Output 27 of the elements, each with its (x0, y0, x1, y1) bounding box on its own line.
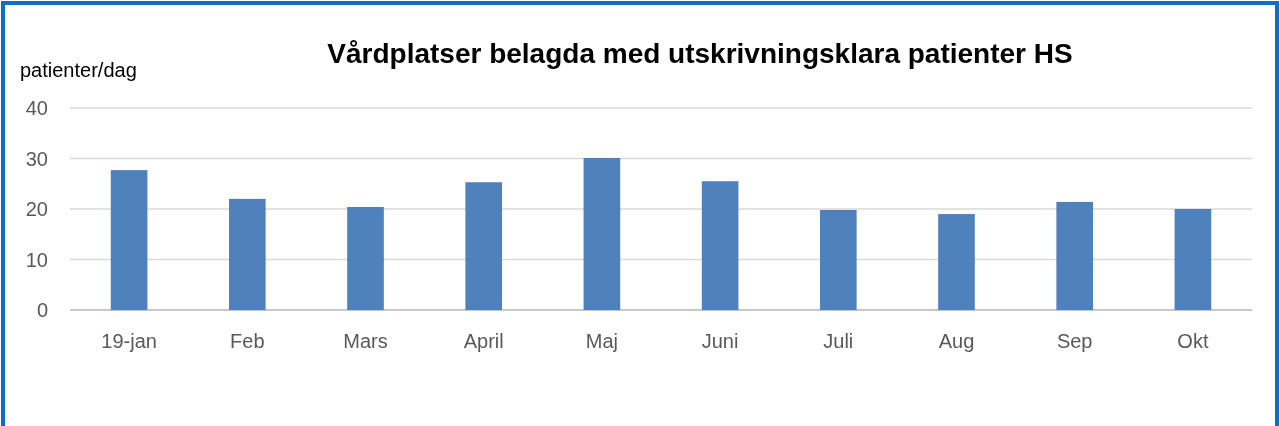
bar (819, 210, 857, 310)
bar (110, 170, 148, 310)
bar (583, 158, 621, 310)
bar (938, 214, 975, 310)
x-tick-label: April (463, 330, 504, 352)
y-axis-title: patienter/dag (20, 59, 137, 81)
y-tick-label: 30 (25, 147, 48, 170)
bar (1056, 201, 1094, 310)
y-tick-label: 10 (25, 248, 48, 271)
x-tick-label: Juni (701, 330, 739, 352)
x-tick-label: Sep (1056, 330, 1093, 352)
bar (465, 182, 503, 310)
y-tick-label: 20 (25, 198, 48, 220)
bar (701, 181, 739, 310)
x-tick-label: 19-jan (101, 330, 157, 352)
bar (228, 198, 266, 310)
bar (347, 206, 384, 310)
bar (1174, 209, 1212, 310)
y-tick-label: 40 (25, 97, 48, 119)
chart-title: Vårdplatser belagda med utskrivningsklara patienter HS (327, 38, 1073, 69)
x-tick-label: Maj (585, 330, 619, 352)
x-tick-label: Mars (343, 330, 388, 352)
x-tick-label: Juli (823, 330, 854, 352)
y-tick-label: 0 (36, 299, 48, 321)
x-tick-label: Okt (1177, 330, 1209, 352)
x-tick-label: Aug (938, 330, 975, 352)
x-tick-label: Feb (230, 330, 265, 352)
